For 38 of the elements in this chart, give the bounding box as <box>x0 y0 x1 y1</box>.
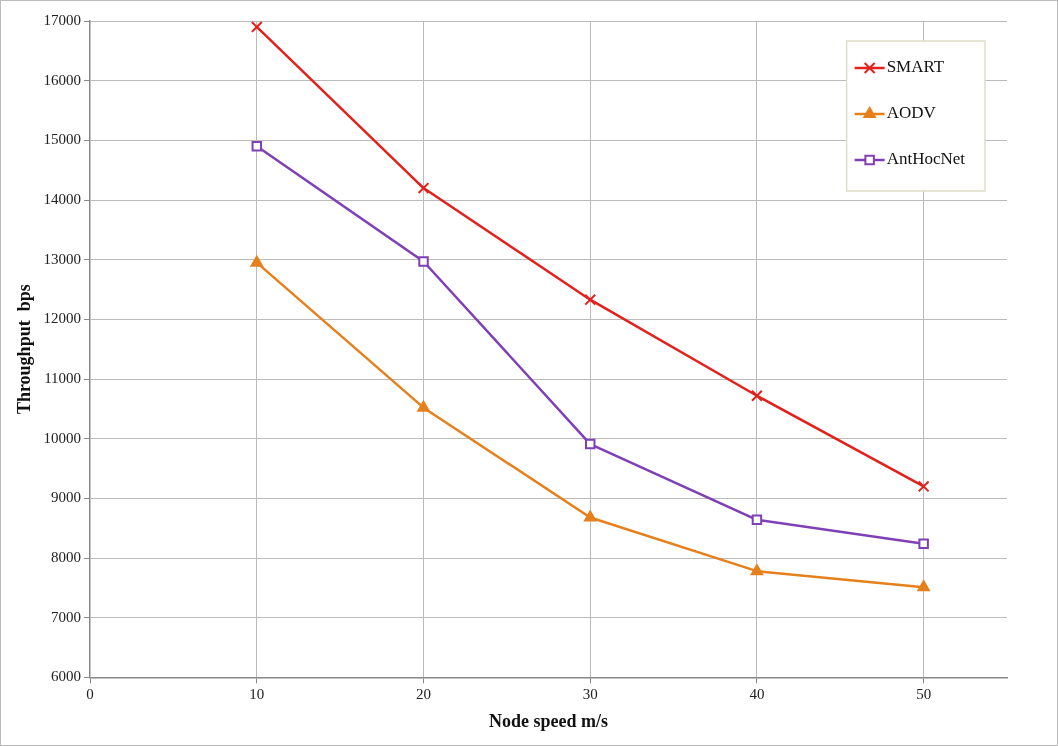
point <box>250 255 264 267</box>
x-axis-title: Node speed m/s <box>489 710 609 731</box>
y-tick-label: 10000 <box>43 429 82 446</box>
point <box>917 480 930 493</box>
y-tick-label: 11000 <box>44 369 82 386</box>
y-tick-label: 7000 <box>51 608 82 625</box>
y-tick-label: 17000 <box>43 11 82 28</box>
point <box>917 580 930 592</box>
point <box>417 182 430 195</box>
x-tick-label: 30 <box>582 686 598 703</box>
x-tick-label: 0 <box>86 686 94 703</box>
legend-label: AntHocNet <box>886 149 966 169</box>
y-tick-label: 12000 <box>43 310 82 327</box>
y-tick-label: 9000 <box>51 489 82 506</box>
x-tick-label: 20 <box>416 686 432 703</box>
point <box>418 256 429 267</box>
point <box>584 510 597 522</box>
y-tick-label: 8000 <box>51 548 82 565</box>
point <box>584 293 597 306</box>
x-tick-label: 50 <box>916 686 932 703</box>
y-tick-label: 15000 <box>43 131 82 148</box>
point <box>750 564 764 576</box>
y-axis-title: Throughput bps <box>14 284 35 415</box>
point <box>918 538 929 549</box>
x-tick-label: 40 <box>749 686 765 703</box>
point <box>751 514 763 526</box>
y-tick-label: 13000 <box>43 250 82 267</box>
x-tick-label: 10 <box>249 686 265 703</box>
legend-label: AODV <box>886 103 937 123</box>
y-tick-label: 14000 <box>43 190 82 207</box>
y-tick-label: 6000 <box>51 668 82 685</box>
legend-label: SMART <box>886 57 945 77</box>
point <box>250 21 263 33</box>
point <box>251 141 263 152</box>
point <box>750 389 763 402</box>
point <box>584 438 596 450</box>
y-tick-label: 16000 <box>43 71 82 88</box>
point <box>417 400 430 412</box>
